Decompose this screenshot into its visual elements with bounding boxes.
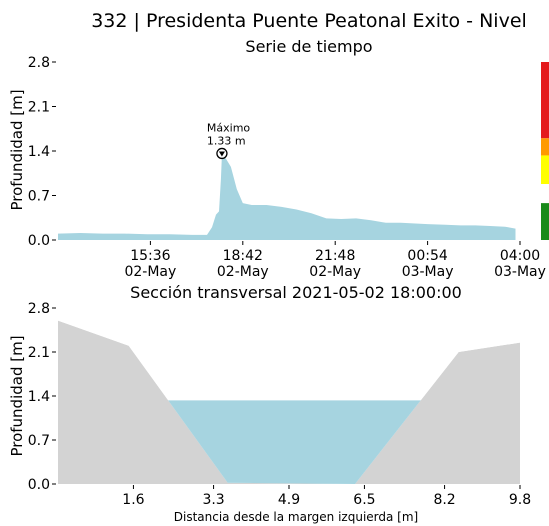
alert-level-segment-orange xyxy=(541,138,549,156)
y-tick-label: 0.0 xyxy=(28,233,50,249)
cross-section-title: Sección transversal 2021-05-02 18:00:00 xyxy=(130,283,462,302)
x-tick-date: 03-May xyxy=(402,264,454,280)
x-tick-label: 9.8 xyxy=(509,492,531,508)
alert-level-segment-green xyxy=(541,203,549,240)
alert-level-segment-yellow xyxy=(541,155,549,185)
water-in-channel xyxy=(168,400,421,484)
x-tick-label: 1.6 xyxy=(122,492,144,508)
max-label: Máximo xyxy=(207,121,251,134)
cross-section-y-ticks: 0.0 0.7 1.4 2.1 2.8 xyxy=(28,301,56,493)
alert-level-segment-none xyxy=(541,184,549,204)
x-tick-date: 02-May xyxy=(124,264,176,280)
channel-air xyxy=(58,308,520,484)
x-tick-date: 02-May xyxy=(217,264,269,280)
y-tick-label: 0.7 xyxy=(28,433,50,449)
timeseries-chart: Serie de tiempo Profundidad [m] 0.0 0.7 1.… xyxy=(8,37,549,280)
timeseries-y-ticks: 0.0 0.7 1.4 2.1 2.8 xyxy=(28,55,56,249)
cross-section-chart: Sección transversal 2021-05-02 18:00:00 … xyxy=(8,283,531,524)
cross-section-plot-area xyxy=(58,308,520,484)
y-tick-label: 2.1 xyxy=(28,100,50,116)
timeseries-ylabel: Profundidad [m] xyxy=(8,89,26,210)
alert-level-segment-red xyxy=(541,62,549,139)
y-tick-label: 1.4 xyxy=(28,389,50,405)
y-tick-label: 0.7 xyxy=(28,189,50,205)
x-tick-time: 21:48 xyxy=(315,248,355,264)
y-tick-label: 2.8 xyxy=(28,55,50,71)
x-tick-label: 3.3 xyxy=(202,492,224,508)
y-tick-label: 0.0 xyxy=(28,477,50,493)
x-tick-time: 00:54 xyxy=(407,248,447,264)
alert-level-bar xyxy=(541,62,549,240)
x-tick-label: 8.2 xyxy=(433,492,455,508)
figure-title: 332 | Presidenta Puente Peatonal Exito -… xyxy=(91,10,527,32)
cross-section-xlabel: Distancia desde la margen izquierda [m] xyxy=(174,510,418,524)
x-tick-time: 04:00 xyxy=(500,248,540,264)
cross-section-x-ticks: 1.6 3.3 4.9 6.5 8.2 9.8 xyxy=(122,485,531,508)
cross-section-ylabel: Profundidad [m] xyxy=(8,335,26,456)
x-tick-date: 02-May xyxy=(309,264,361,280)
y-tick-label: 1.4 xyxy=(28,144,50,160)
timeseries-area xyxy=(58,155,516,240)
x-tick-date: 03-May xyxy=(494,264,546,280)
x-tick-time: 18:42 xyxy=(223,248,263,264)
timeseries-x-ticks: 15:3602-May18:4202-May21:4802-May00:5403… xyxy=(124,241,546,280)
timeseries-title: Serie de tiempo xyxy=(245,37,372,56)
y-tick-label: 2.1 xyxy=(28,345,50,361)
y-tick-label: 2.8 xyxy=(28,301,50,317)
x-tick-time: 15:36 xyxy=(130,248,170,264)
x-tick-label: 4.9 xyxy=(278,492,300,508)
max-value: 1.33 m xyxy=(207,134,246,147)
x-tick-label: 6.5 xyxy=(353,492,375,508)
timeseries-plot-area xyxy=(58,155,516,240)
terrain-area xyxy=(58,320,520,484)
max-annotation: Máximo 1.33 m xyxy=(207,121,251,160)
max-arrow-icon xyxy=(218,151,225,157)
